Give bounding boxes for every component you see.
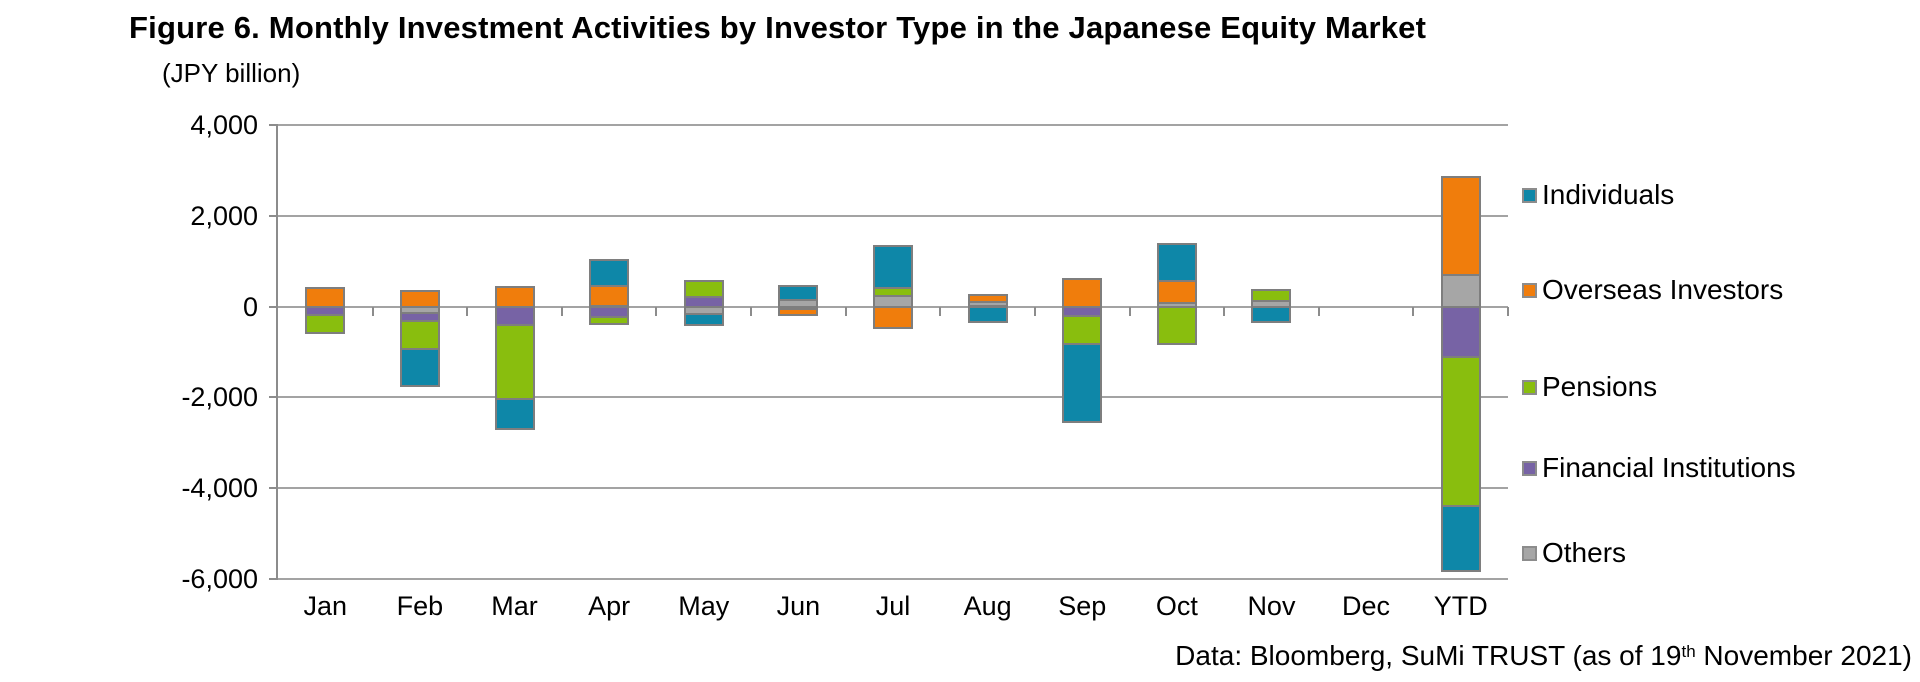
gridline	[278, 214, 1508, 217]
legend: Individuals Overseas Investors Pensions Fin…	[1522, 0, 1912, 682]
y-axis-label: 0	[242, 291, 258, 322]
bar-segment-financial	[494, 305, 535, 327]
x-axis-label: Feb	[396, 591, 444, 621]
bar-segment-others	[1440, 274, 1481, 310]
legend-label: Others	[1542, 537, 1627, 568]
category-tick	[1412, 306, 1415, 316]
x-axis-label: Oct	[1155, 591, 1198, 621]
category-tick	[1317, 306, 1320, 316]
legend-swatch-icon	[1522, 460, 1537, 476]
legend-label: Financial Institutions	[1542, 452, 1796, 483]
bar-segment-pensions	[1062, 314, 1103, 345]
category-tick	[371, 306, 374, 316]
category-tick	[844, 306, 847, 316]
bar-segment-individuals	[1062, 342, 1103, 424]
gridline	[278, 124, 1508, 126]
legend-swatch-icon	[1522, 187, 1537, 203]
x-axis-label: Apr	[588, 591, 631, 621]
legend-swatch-icon	[1522, 379, 1537, 395]
y-axis-tick	[269, 578, 278, 580]
legend-item-overseas: Overseas Investors	[1522, 274, 1784, 305]
y-axis-label: 2,000	[190, 200, 258, 231]
bar-segment-pensions	[589, 315, 630, 326]
bar-segment-financial	[1440, 305, 1481, 358]
data-source-note: Data: Bloomberg, SuMi TRUST (as of 19th …	[1175, 640, 1912, 672]
bar-segment-overseas	[1156, 279, 1197, 304]
category-tick	[560, 306, 563, 316]
gridline	[278, 396, 1508, 399]
gridline	[278, 487, 1508, 490]
x-axis-label: Mar	[491, 591, 538, 621]
data-source-text: Data: Bloomberg, SuMi TRUST (as of 19	[1175, 640, 1682, 671]
data-source-superscript: th	[1681, 642, 1696, 661]
bar-segment-overseas	[1062, 278, 1103, 310]
category-tick	[1507, 306, 1509, 316]
bar-segment-individuals	[683, 313, 724, 326]
bar-segment-pensions	[683, 280, 724, 299]
bar-segment-individuals	[1156, 242, 1197, 282]
bar-segment-pensions	[494, 324, 535, 401]
bar-segment-overseas	[873, 305, 913, 330]
bar-segment-overseas	[967, 293, 1008, 303]
legend-swatch-icon	[1522, 545, 1537, 561]
legend-item-financial: Financial Institutions	[1522, 452, 1796, 483]
x-axis-label: Sep	[1058, 591, 1107, 621]
x-axis-label: Nov	[1247, 591, 1296, 621]
bar-segment-individuals	[1440, 505, 1481, 573]
y-axis-tick	[269, 214, 278, 217]
bar-segment-pensions	[1251, 288, 1292, 303]
bar-segment-individuals	[589, 258, 630, 288]
category-tick	[1033, 306, 1036, 316]
category-tick	[466, 306, 469, 316]
y-axis-tick	[269, 124, 278, 126]
chart-title: Figure 6. Monthly Investment Activities …	[129, 10, 1427, 45]
bar-segment-individuals	[967, 305, 1008, 324]
y-axis-line	[276, 125, 278, 579]
x-axis-label: Jul	[875, 591, 911, 621]
x-axis-label: Jan	[303, 591, 348, 621]
bar-segment-pensions	[305, 313, 346, 334]
bar-segment-individuals	[399, 348, 440, 388]
y-axis-tick	[269, 396, 278, 399]
legend-label: Overseas Investors	[1542, 274, 1784, 305]
category-tick	[655, 306, 658, 316]
legend-item-others: Others	[1522, 537, 1627, 568]
x-axis-label: Aug	[963, 591, 1012, 621]
y-axis-label: -4,000	[181, 473, 258, 504]
bar-segment-pensions	[1156, 305, 1197, 345]
legend-item-individuals: Individuals	[1522, 179, 1675, 210]
data-source-text-end: November 2021)	[1695, 640, 1912, 671]
bar-segment-individuals	[778, 284, 819, 301]
bar-segment-individuals	[873, 245, 913, 290]
y-axis-unit-note: (JPY billion)	[162, 58, 301, 88]
x-axis-label: YTD	[1433, 591, 1488, 621]
bar-segment-overseas	[778, 307, 819, 316]
bar-segment-pensions	[399, 320, 440, 351]
legend-label: Pensions	[1542, 371, 1658, 402]
bar-segment-overseas	[1440, 176, 1481, 277]
category-tick	[1128, 306, 1131, 316]
y-axis-label: 4,000	[190, 110, 258, 140]
legend-item-pensions: Pensions	[1522, 371, 1658, 402]
category-tick	[1223, 306, 1226, 316]
y-axis-tick	[269, 487, 278, 490]
bar-segment-individuals	[494, 398, 535, 430]
y-axis-label: -6,000	[181, 564, 258, 594]
bar-segment-overseas	[589, 285, 630, 308]
legend-label: Individuals	[1542, 179, 1675, 210]
bar-segment-pensions	[1440, 355, 1481, 508]
x-axis-label: Dec	[1342, 591, 1391, 621]
bar-segment-individuals	[1251, 305, 1292, 324]
legend-swatch-icon	[1522, 282, 1537, 298]
x-axis-label: May	[678, 591, 730, 621]
category-tick	[939, 306, 942, 316]
category-tick	[750, 306, 753, 316]
gridline	[278, 578, 1508, 580]
x-axis-label: Jun	[776, 591, 821, 621]
y-axis-label: -2,000	[181, 382, 258, 413]
y-axis-tick	[269, 305, 278, 308]
